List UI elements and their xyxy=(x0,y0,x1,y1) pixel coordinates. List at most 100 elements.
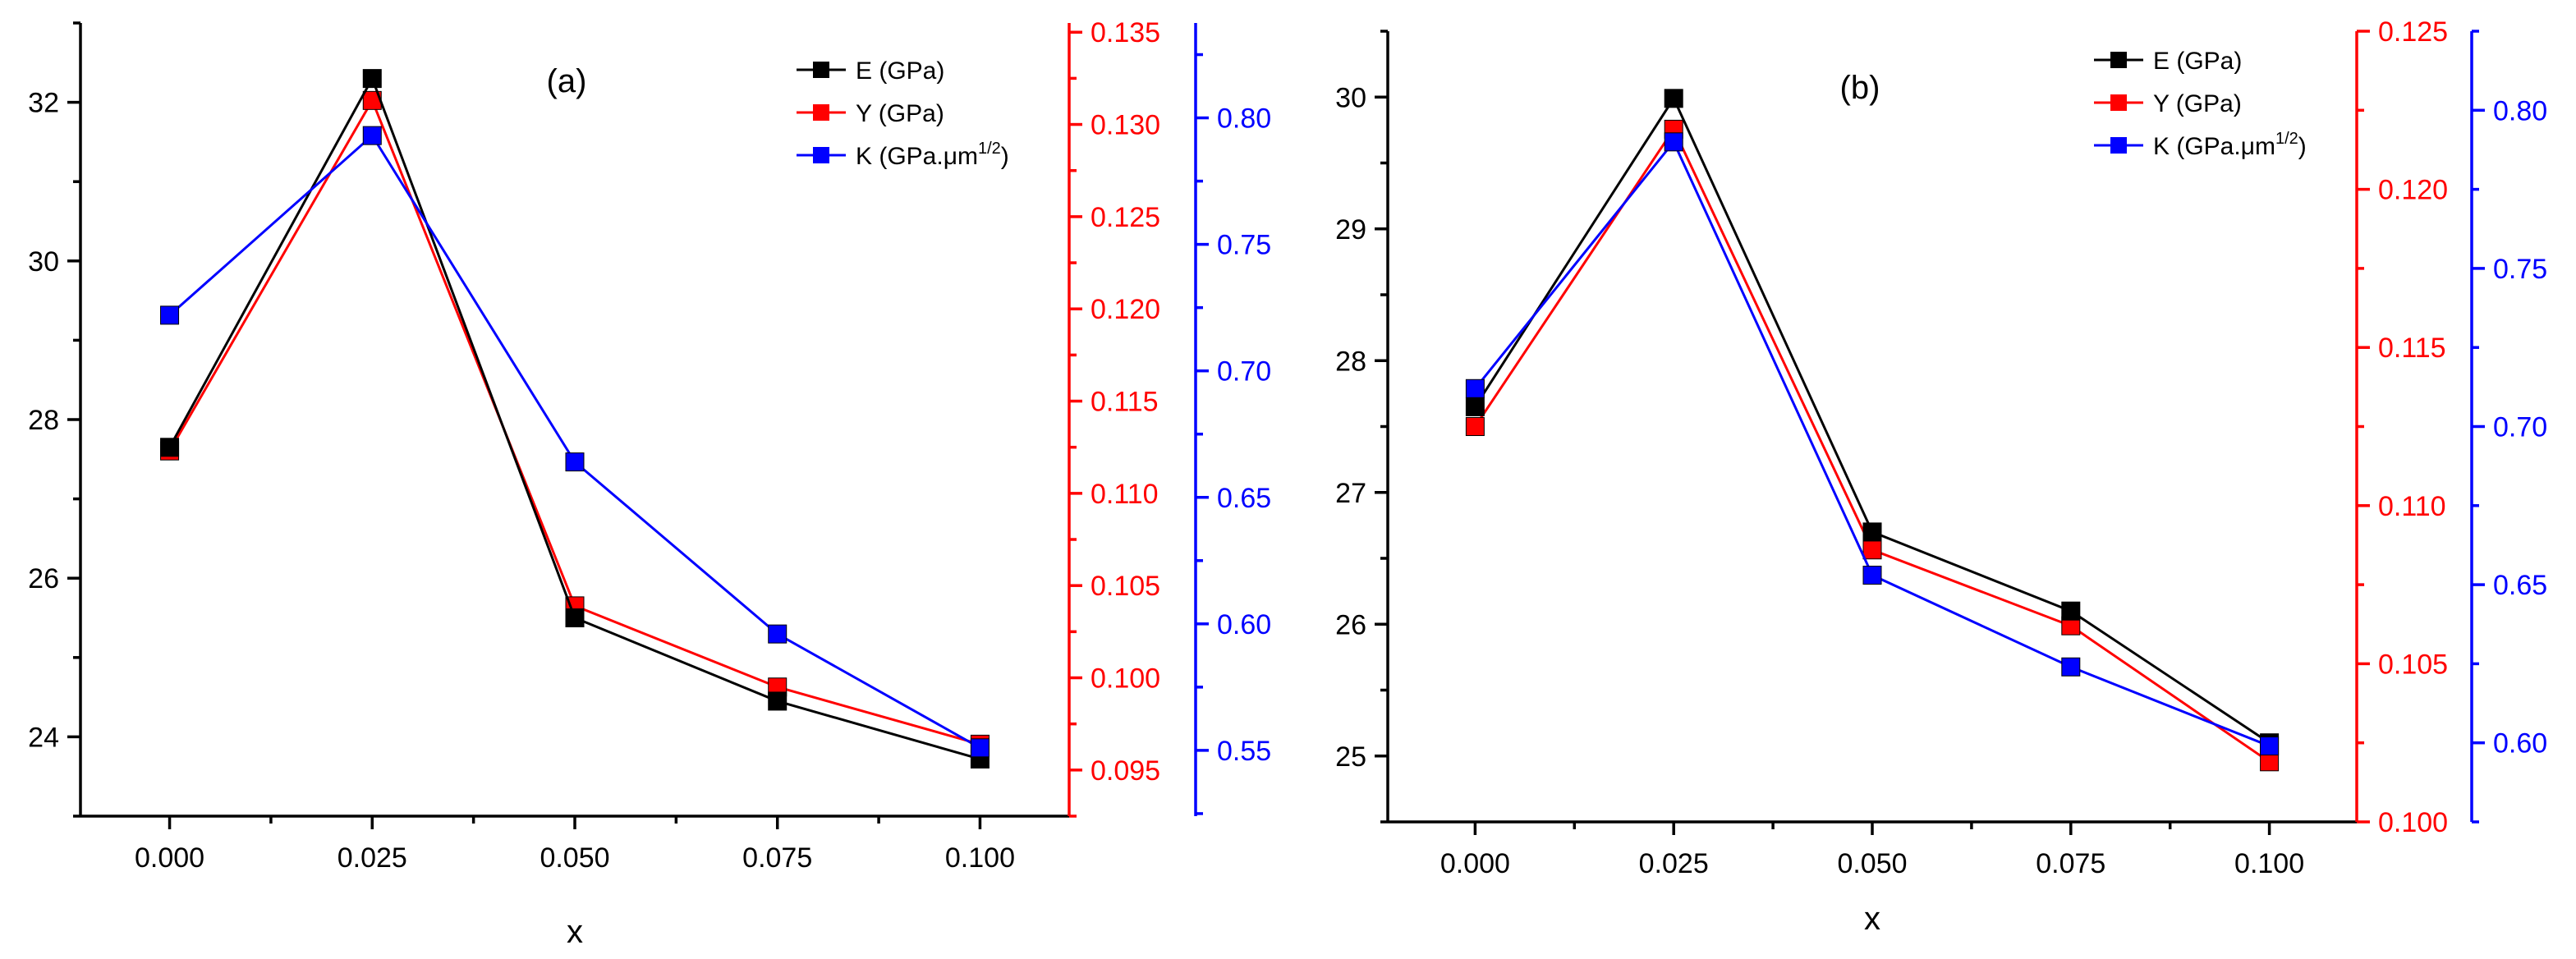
right-axis-red-tick-label: 0.100 xyxy=(1091,663,1160,695)
legend: E (GPa) Y (GPa) K (GPa.μm1/2) xyxy=(2094,48,2307,160)
legend-item-y: Y (GPa) xyxy=(2094,90,2242,117)
right-axis-blue-tick-label: 0.75 xyxy=(2493,254,2547,285)
right-axis-red-tick-label: 0.115 xyxy=(1091,387,1159,418)
x-axis-tick-label: 0.100 xyxy=(2234,848,2304,879)
left-axis-tick-label: 24 xyxy=(28,722,59,753)
right-axis-blue-tick-label: 0.80 xyxy=(1217,103,1271,135)
right-axis-blue-tick-label: 0.70 xyxy=(2493,412,2547,443)
x-axis-tick-label: 0.000 xyxy=(135,842,204,874)
legend: E (GPa) Y (GPa) K (GPa.μm1/2) xyxy=(797,57,1009,170)
x-axis-tick-label: 0.025 xyxy=(337,842,407,874)
x-axis-tick-label: 0.000 xyxy=(1440,848,1510,879)
x-axis-label: x xyxy=(1864,901,1880,937)
x-axis-tick-label: 0.075 xyxy=(742,842,812,874)
legend-k-label-main: K (GPa.μm xyxy=(856,143,978,170)
right-axis-red-tick-label: 0.115 xyxy=(2378,333,2446,364)
series-e-point xyxy=(2061,601,2081,621)
left-axis-tick-label: 30 xyxy=(28,246,59,278)
series-k-point xyxy=(2260,736,2280,756)
x-axis-tick-label: 0.050 xyxy=(540,842,609,874)
series-y-point xyxy=(1862,540,1882,560)
legend-k-label-main: K (GPa.μm xyxy=(2153,133,2275,160)
series-k-point xyxy=(565,452,585,472)
left-axis-tick-label: 32 xyxy=(28,88,59,119)
right-axis-red-tick-label: 0.120 xyxy=(1091,294,1160,325)
series-e-point xyxy=(565,608,585,627)
legend-y-label: Y (GPa) xyxy=(2153,90,2242,117)
right-axis-red-tick-label: 0.095 xyxy=(1091,755,1160,787)
legend-y-marker xyxy=(813,104,829,121)
right-axis-red-tick-label: 0.125 xyxy=(1091,202,1160,233)
x-axis-tick-label: 0.025 xyxy=(1639,848,1709,879)
right-axis-red-tick-label: 0.105 xyxy=(2378,649,2448,680)
left-axis-tick-label: 27 xyxy=(1335,478,1366,509)
series-k-point xyxy=(1862,566,1882,585)
panel-a-chart: 24 26 28 30 32 0.095 0.100 0.105 0.110 0.115 0.120… xyxy=(28,17,1271,950)
right-axis-blue-tick-label: 0.65 xyxy=(1217,483,1271,514)
right-axis-red-tick-label: 0.100 xyxy=(2378,807,2448,838)
left-axis-tick-label: 26 xyxy=(28,563,59,594)
panel-b-chart: 25 26 27 28 29 30 0.100 0.105 0.110 0.115 0.120 0.1… xyxy=(1335,16,2547,937)
legend-k-label: K (GPa.μm1/2) xyxy=(856,140,1009,170)
series-y-point xyxy=(2260,752,2280,772)
right-axis-blue-tick-label: 0.60 xyxy=(2493,728,2547,759)
right-axis-red-tick-label: 0.120 xyxy=(2378,175,2448,206)
series-k-point xyxy=(1664,132,1683,152)
right-axis-blue-tick-label: 0.65 xyxy=(2493,570,2547,601)
series-e-point xyxy=(1862,522,1882,542)
series-e-point xyxy=(362,69,382,89)
panel-label: (b) xyxy=(1840,70,1880,106)
legend-item-k: K (GPa.μm1/2) xyxy=(2094,130,2307,160)
legend-k-label-superscript: 1/2 xyxy=(978,140,1001,158)
legend-y-marker xyxy=(2110,94,2127,111)
left-axis-tick-label: 28 xyxy=(28,405,59,436)
right-axis-red-tick-label: 0.135 xyxy=(1091,17,1160,48)
right-axis-red-tick-label: 0.125 xyxy=(2378,16,2448,48)
series-k-point xyxy=(362,126,382,145)
series-k-point xyxy=(768,624,787,644)
legend-e-marker xyxy=(813,62,829,78)
legend-item-e: E (GPa) xyxy=(797,57,944,85)
series-e-point xyxy=(160,438,180,457)
right-axis-blue-tick-label: 0.55 xyxy=(1217,736,1271,767)
x-axis-tick-label: 0.100 xyxy=(945,842,1015,874)
series-e-point xyxy=(768,691,787,711)
legend-k-label-suffix: ) xyxy=(2298,133,2307,160)
left-axis-tick-label: 28 xyxy=(1335,346,1366,377)
series-e-point xyxy=(1465,397,1485,416)
legend-e-marker xyxy=(2110,52,2127,68)
right-axis-blue-tick-label: 0.70 xyxy=(1217,356,1271,388)
legend-k-marker xyxy=(813,147,829,163)
legend-y-label: Y (GPa) xyxy=(856,100,944,127)
left-axis-tick-label: 30 xyxy=(1335,82,1366,113)
right-axis-red-tick-label: 0.110 xyxy=(2378,491,2446,522)
series-y-point xyxy=(1465,417,1485,436)
series-k-point xyxy=(2061,657,2081,677)
legend-k-marker xyxy=(2110,137,2127,154)
right-axis-blue-tick-label: 0.80 xyxy=(2493,95,2547,126)
legend-e-label: E (GPa) xyxy=(2153,48,2242,75)
series-e-point xyxy=(1664,89,1683,108)
left-axis-tick-label: 29 xyxy=(1335,214,1366,245)
legend-item-k: K (GPa.μm1/2) xyxy=(797,140,1009,170)
legend-k-label-superscript: 1/2 xyxy=(2275,130,2298,148)
left-axis-tick-label: 26 xyxy=(1335,609,1366,640)
x-axis-label: x xyxy=(567,914,583,950)
series-k-point xyxy=(160,305,180,325)
series-k-point xyxy=(1465,379,1485,398)
right-axis-red-tick-label: 0.130 xyxy=(1091,110,1160,141)
legend-k-label: K (GPa.μm1/2) xyxy=(2153,130,2307,160)
legend-item-e: E (GPa) xyxy=(2094,48,2242,75)
legend-e-label: E (GPa) xyxy=(856,57,944,85)
x-axis-tick-label: 0.050 xyxy=(1837,848,1907,879)
right-axis-red-tick-label: 0.105 xyxy=(1091,571,1160,602)
series-k-point xyxy=(970,738,990,758)
right-axis-blue-tick-label: 0.75 xyxy=(1217,230,1271,261)
legend-item-y: Y (GPa) xyxy=(797,100,944,127)
x-axis-tick-label: 0.075 xyxy=(2036,848,2105,879)
left-axis-tick-label: 25 xyxy=(1335,741,1366,773)
right-axis-red-tick-label: 0.110 xyxy=(1091,479,1159,510)
panel-label: (a) xyxy=(547,63,587,99)
